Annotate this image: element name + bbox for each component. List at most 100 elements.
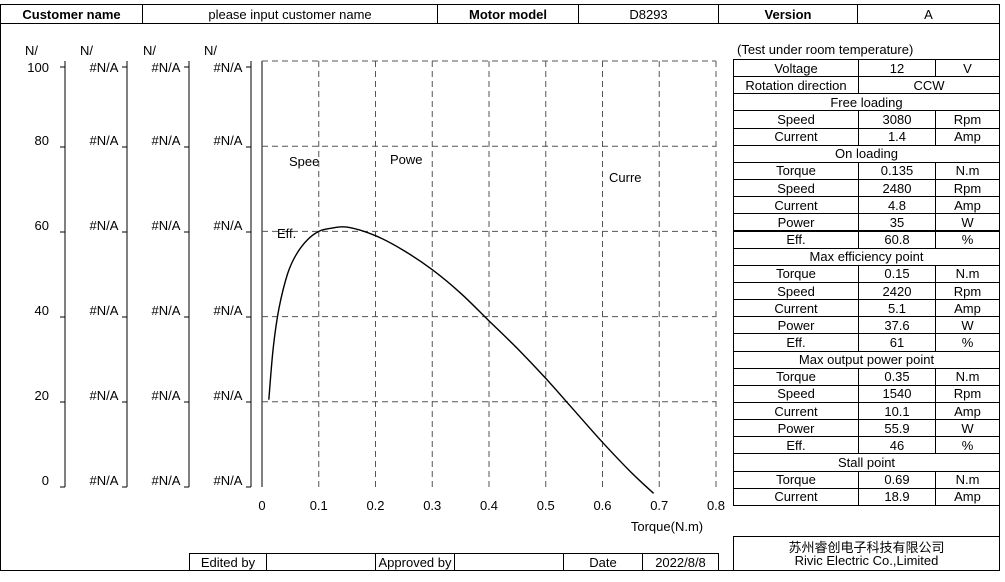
left-axis-header: N/ <box>80 43 93 58</box>
x-tick-label: 0.8 <box>707 498 725 513</box>
na-value: #N/A <box>90 303 119 318</box>
max-output-power-unit: W <box>935 419 1000 438</box>
speed-series-label: Spee <box>289 154 319 169</box>
max-output-current-unit: Amp <box>935 402 1000 421</box>
max-efficiency-power-unit: W <box>935 316 1000 335</box>
on-loading-eff-unit: % <box>935 230 1000 249</box>
max-output-eff-label: Eff. <box>733 436 859 455</box>
on-loading-speed-value: 2480 <box>858 179 936 198</box>
on-loading-power-value: 35 <box>858 213 936 232</box>
stall-current-unit: Amp <box>935 487 1000 506</box>
efficiency-series-label: Eff. <box>277 226 296 241</box>
left-axis-tick-label: 40 <box>35 303 49 318</box>
on-loading-power-unit: W <box>935 213 1000 232</box>
na-value: #N/A <box>90 60 119 75</box>
left-axis-header: N/ <box>204 43 217 58</box>
rotation-value: CCW <box>858 76 1000 95</box>
na-value: #N/A <box>214 218 243 233</box>
on-loading-speed-label: Speed <box>733 179 859 198</box>
power-series-label: Powe <box>390 152 423 167</box>
left-axes: N/N/N/N/100 80 60 40 20 0 #N/A #N/A #N/A #N/A #N/A… <box>25 43 252 488</box>
date-label: Date <box>563 553 643 571</box>
na-value: #N/A <box>152 473 181 488</box>
current-series-label: Curre <box>609 170 642 185</box>
na-value: #N/A <box>90 218 119 233</box>
free-loading-speed-value: 3080 <box>858 110 936 129</box>
max-output-current-label: Current <box>733 402 859 421</box>
max-efficiency-torque-value: 0.15 <box>858 264 936 283</box>
max-efficiency-power-label: Power <box>733 316 859 335</box>
max-efficiency-speed-label: Speed <box>733 281 859 301</box>
na-value: #N/A <box>152 60 181 75</box>
x-tick-label: 0.1 <box>310 498 328 513</box>
free-loading-current-unit: Amp <box>935 127 1000 146</box>
stall-current-label: Current <box>733 487 859 506</box>
max-output-torque-label: Torque <box>733 367 859 386</box>
voltage-label: Voltage <box>733 59 859 78</box>
max-output-title: Max output power point <box>733 350 1000 369</box>
customer-name-label: Customer name <box>0 4 143 24</box>
left-axis-tick-label: 0 <box>42 473 49 488</box>
on-loading-torque-value: 0.135 <box>858 161 936 181</box>
on-loading-current-value: 4.8 <box>858 196 936 215</box>
motor-model-label: Motor model <box>437 4 579 24</box>
na-value: #N/A <box>90 388 119 403</box>
max-output-power-label: Power <box>733 419 859 438</box>
x-tick-label: 0 <box>258 498 265 513</box>
max-output-eff-unit: % <box>935 436 1000 455</box>
x-tick-label: 0.4 <box>480 498 498 513</box>
efficiency-curve <box>268 225 655 494</box>
free-loading-current-label: Current <box>733 127 859 146</box>
free-loading-current-value: 1.4 <box>858 127 936 146</box>
customer-name-input[interactable]: please input customer name <box>142 4 438 24</box>
on-loading-eff-label: Eff. <box>733 230 859 249</box>
on-loading-current-unit: Amp <box>935 196 1000 215</box>
stall-title: Stall point <box>733 453 1000 472</box>
stall-current-value: 18.9 <box>858 487 936 506</box>
max-output-power-value: 55.9 <box>858 419 936 438</box>
left-axis-tick-label: 60 <box>35 218 49 233</box>
x-tick-label: 0.7 <box>650 498 668 513</box>
stall-torque-unit: N.m <box>935 470 1000 489</box>
na-value: #N/A <box>214 133 243 148</box>
on-loading-torque-label: Torque <box>733 161 859 181</box>
free-loading-speed-label: Speed <box>733 110 859 129</box>
version-value[interactable]: A <box>857 4 1000 24</box>
test-note: (Test under room temperature) <box>737 42 914 57</box>
max-efficiency-torque-unit: N.m <box>935 264 1000 283</box>
max-output-speed-unit: Rpm <box>935 384 1000 403</box>
approved-by-label: Approved by <box>375 553 455 571</box>
na-value: #N/A <box>90 473 119 488</box>
max-efficiency-eff-label: Eff. <box>733 333 859 352</box>
na-value: #N/A <box>152 303 181 318</box>
x-axis-ticks: 0 0.1 0.2 0.3 0.4 0.5 0.6 0.7 0.8 <box>258 498 725 513</box>
on-loading-title: On loading <box>733 144 1000 163</box>
date-value[interactable]: 2022/8/8 <box>642 553 719 571</box>
max-output-speed-value: 1540 <box>858 384 936 403</box>
edited-by-field[interactable] <box>266 553 376 571</box>
on-loading-power-label: Power <box>733 213 859 232</box>
max-efficiency-current-value: 5.1 <box>858 299 936 318</box>
x-axis-label: Torque(N.m) <box>631 519 703 534</box>
stall-torque-label: Torque <box>733 470 859 489</box>
performance-chart: N/N/N/N/100 80 60 40 20 0 #N/A #N/A #N/A #N/A #N/A… <box>25 43 725 534</box>
left-axis-tick-label: 20 <box>35 388 49 403</box>
max-efficiency-torque-label: Torque <box>733 264 859 283</box>
voltage-value: 12 <box>858 59 936 78</box>
max-efficiency-title: Max efficiency point <box>733 247 1000 266</box>
max-efficiency-current-unit: Amp <box>935 299 1000 318</box>
plot-grid <box>261 60 717 487</box>
max-output-torque-unit: N.m <box>935 367 1000 386</box>
on-loading-torque-unit: N.m <box>935 161 1000 181</box>
rotation-label: Rotation direction <box>733 76 859 95</box>
max-efficiency-eff-value: 61 <box>858 333 936 352</box>
motor-model-value[interactable]: D8293 <box>578 4 719 24</box>
stall-torque-value: 0.69 <box>858 470 936 489</box>
on-loading-speed-unit: Rpm <box>935 179 1000 198</box>
na-value: #N/A <box>214 388 243 403</box>
max-output-current-value: 10.1 <box>858 402 936 421</box>
x-tick-label: 0.5 <box>537 498 555 513</box>
approved-by-field[interactable] <box>454 553 564 571</box>
max-output-speed-label: Speed <box>733 384 859 403</box>
free-loading-speed-unit: Rpm <box>935 110 1000 129</box>
